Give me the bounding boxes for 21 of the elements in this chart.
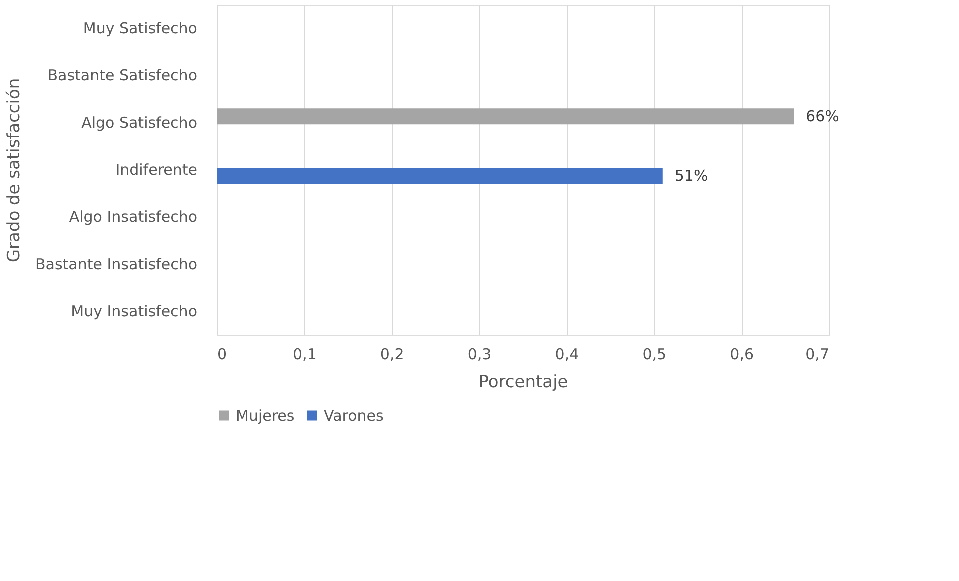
- x-tick-label: 0,2: [380, 346, 404, 364]
- y-tick-label: Algo Insatisfecho: [69, 208, 198, 226]
- y-axis-title: Grado de satisfacción: [4, 78, 25, 263]
- x-axis-title: Porcentaje: [478, 372, 568, 392]
- data-label: 66%: [806, 108, 840, 126]
- y-tick-label: Bastante Satisfecho: [48, 66, 198, 85]
- data-label: 51%: [674, 167, 708, 186]
- y-tick-label: Indiferente: [116, 161, 198, 179]
- x-tick-label: 0: [218, 346, 228, 364]
- legend-label: Varones: [324, 406, 384, 425]
- y-tick-label: Bastante Insatisfecho: [36, 255, 198, 274]
- x-tick-label: 0,7: [806, 346, 830, 364]
- x-tick-label: 0,3: [468, 346, 492, 364]
- y-tick-label: Muy Satisfecho: [83, 20, 198, 38]
- y-tick-label: Muy Insatisfecho: [71, 302, 198, 320]
- x-tick-label: 0,1: [293, 346, 317, 364]
- y-tick-label: Algo Satisfecho: [82, 114, 198, 132]
- x-tick-label: 0,5: [642, 346, 667, 364]
- x-tick-label: 0,4: [555, 346, 580, 364]
- x-tick-label: 0,6: [730, 346, 754, 364]
- legend-label: Mujeres: [236, 406, 295, 425]
